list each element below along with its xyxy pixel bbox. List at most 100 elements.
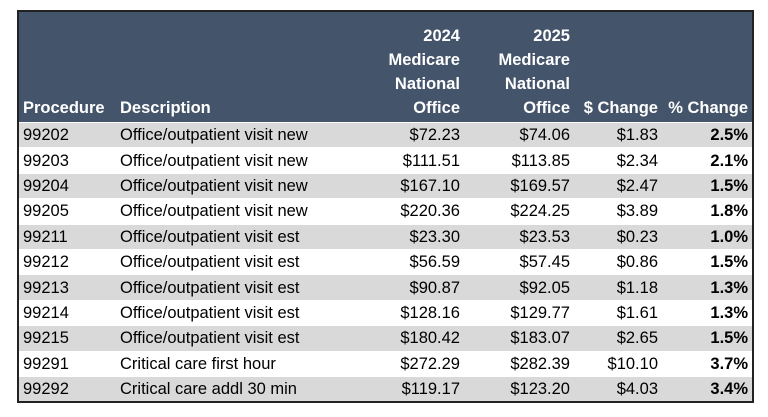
table-container: Procedure Description 2024 Medicare National… — [17, 10, 754, 404]
header-line: Medicare — [498, 51, 570, 69]
value-cell: $0.86 — [574, 248, 662, 275]
header-line: % Change — [668, 99, 748, 117]
table-row: 99203 Office/outpatient visit new $111.51 $… — [18, 147, 753, 174]
fee-table: Procedure Description 2024 Medicare National… — [17, 10, 754, 404]
header-row: Procedure Description 2024 Medicare National… — [18, 11, 753, 123]
description: Office/outpatient visit est — [116, 274, 338, 301]
value-cell: $220.36 — [338, 198, 464, 225]
value-cell: $2.47 — [574, 172, 662, 199]
value-cell: $3.89 — [574, 198, 662, 225]
table-row: 99212 Office/outpatient visit est $56.59 $5… — [18, 248, 753, 275]
procedure-code: 99203 — [18, 147, 116, 174]
description: Office/outpatient visit est — [116, 325, 338, 352]
procedure-code: 99292 — [18, 375, 116, 403]
description: Critical care addl 30 min — [116, 375, 338, 403]
procedure-code: 99202 — [18, 121, 116, 148]
value-cell: 1.3% — [662, 274, 753, 301]
header-line: Description — [120, 99, 211, 117]
description: Office/outpatient visit new — [116, 121, 338, 148]
value-cell: $167.10 — [338, 172, 464, 199]
table-body: 99202 Office/outpatient visit new $72.23 $7… — [18, 121, 753, 403]
table-row: 99291 Critical care first hour $272.29 $282… — [18, 350, 753, 377]
procedure-code: 99211 — [18, 223, 116, 250]
table-row: 99211 Office/outpatient visit est $23.30 $2… — [18, 223, 753, 250]
table-row: 99214 Office/outpatient visit est $128.16 $… — [18, 299, 753, 326]
description: Office/outpatient visit est — [116, 299, 338, 326]
value-cell: 2.5% — [662, 121, 753, 148]
column-header: 2024 Medicare National Office — [338, 11, 464, 123]
value-cell: $129.77 — [464, 299, 574, 326]
value-cell: $2.34 — [574, 147, 662, 174]
procedure-code: 99291 — [18, 350, 116, 377]
value-cell: $282.39 — [464, 350, 574, 377]
value-cell: $1.61 — [574, 299, 662, 326]
header-line: Procedure — [23, 99, 105, 117]
value-cell: $23.53 — [464, 223, 574, 250]
table-header: Procedure Description 2024 Medicare National… — [18, 11, 753, 123]
table-row: 99205 Office/outpatient visit new $220.36 $… — [18, 198, 753, 225]
value-cell: 1.3% — [662, 299, 753, 326]
procedure-code: 99213 — [18, 274, 116, 301]
column-header: Procedure — [18, 11, 116, 123]
value-cell: $74.06 — [464, 121, 574, 148]
value-cell: $272.29 — [338, 350, 464, 377]
column-header: 2025 Medicare National Office — [464, 11, 574, 123]
value-cell: 1.5% — [662, 248, 753, 275]
value-cell: $224.25 — [464, 198, 574, 225]
table-row: 99202 Office/outpatient visit new $72.23 $7… — [18, 121, 753, 148]
value-cell: $23.30 — [338, 223, 464, 250]
value-cell: 1.8% — [662, 198, 753, 225]
value-cell: 1.5% — [662, 172, 753, 199]
value-cell: $90.87 — [338, 274, 464, 301]
value-cell: $183.07 — [464, 325, 574, 352]
table-row: 99213 Office/outpatient visit est $90.87 $9… — [18, 274, 753, 301]
value-cell: $92.05 — [464, 274, 574, 301]
table-row: 99215 Office/outpatient visit est $180.42 $… — [18, 325, 753, 352]
value-cell: $111.51 — [338, 147, 464, 174]
value-cell: $169.57 — [464, 172, 574, 199]
value-cell: $1.18 — [574, 274, 662, 301]
value-cell: $10.10 — [574, 350, 662, 377]
description: Office/outpatient visit new — [116, 198, 338, 225]
table-row: 99292 Critical care addl 30 min $119.17 $12… — [18, 375, 753, 403]
value-cell: $119.17 — [338, 375, 464, 403]
header-line: $ Change — [583, 99, 658, 117]
value-cell: 1.5% — [662, 325, 753, 352]
value-cell: $128.16 — [338, 299, 464, 326]
header-line: Office — [523, 99, 570, 117]
value-cell: 2.1% — [662, 147, 753, 174]
header-line: National — [394, 75, 460, 93]
description: Office/outpatient visit new — [116, 172, 338, 199]
table-row: 99204 Office/outpatient visit new $167.10 $… — [18, 172, 753, 199]
procedure-code: 99215 — [18, 325, 116, 352]
procedure-code: 99212 — [18, 248, 116, 275]
header-line: 2025 — [533, 27, 570, 45]
procedure-code: 99205 — [18, 198, 116, 225]
value-cell: $4.03 — [574, 375, 662, 403]
value-cell: $180.42 — [338, 325, 464, 352]
header-line: Medicare — [388, 51, 460, 69]
header-line: National — [504, 75, 570, 93]
value-cell: 3.7% — [662, 350, 753, 377]
description: Office/outpatient visit est — [116, 223, 338, 250]
column-header: Description — [116, 11, 338, 123]
value-cell: $0.23 — [574, 223, 662, 250]
description: Office/outpatient visit new — [116, 147, 338, 174]
value-cell: $57.45 — [464, 248, 574, 275]
value-cell: $2.65 — [574, 325, 662, 352]
column-header: $ Change — [574, 11, 662, 123]
procedure-code: 99214 — [18, 299, 116, 326]
header-line: Office — [413, 99, 460, 117]
column-header: % Change — [662, 11, 753, 123]
description: Office/outpatient visit est — [116, 248, 338, 275]
header-line: 2024 — [423, 27, 460, 45]
value-cell: $123.20 — [464, 375, 574, 403]
value-cell: $1.83 — [574, 121, 662, 148]
procedure-code: 99204 — [18, 172, 116, 199]
value-cell: $72.23 — [338, 121, 464, 148]
value-cell: 3.4% — [662, 375, 753, 403]
value-cell: $113.85 — [464, 147, 574, 174]
value-cell: 1.0% — [662, 223, 753, 250]
description: Critical care first hour — [116, 350, 338, 377]
